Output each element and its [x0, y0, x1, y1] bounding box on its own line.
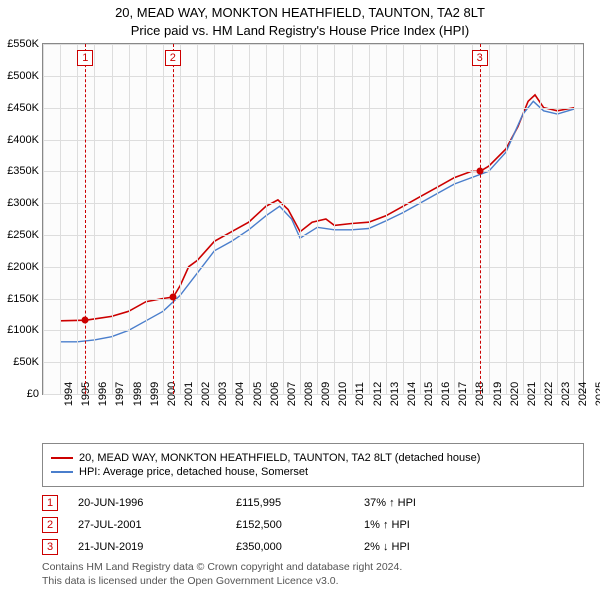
sale-event-price: £350,000 [236, 541, 356, 553]
gridline-v [557, 44, 558, 394]
gridline-v [180, 44, 181, 394]
y-tick-label: £0 [27, 388, 43, 400]
title-line1: 20, MEAD WAY, MONKTON HEATHFIELD, TAUNTO… [0, 4, 600, 22]
sale-event-row: 3 21-JUN-2019 £350,000 2% ↓ HPI [42, 539, 566, 555]
sale-event-date: 20-JUN-1996 [78, 497, 228, 509]
legend: 20, MEAD WAY, MONKTON HEATHFIELD, TAUNTO… [42, 443, 584, 487]
y-tick-label: £300K [7, 197, 43, 209]
gridline-v [60, 44, 61, 394]
legend-item-property: 20, MEAD WAY, MONKTON HEATHFIELD, TAUNTO… [51, 452, 575, 464]
gridline-v [454, 44, 455, 394]
gridline-v [420, 44, 421, 394]
gridline-v [129, 44, 130, 394]
gridline-h [43, 203, 583, 204]
footnote-line2: This data is licensed under the Open Gov… [42, 575, 592, 589]
x-tick-label: 2025 [574, 382, 600, 406]
footnote-line1: Contains HM Land Registry data © Crown c… [42, 561, 592, 575]
y-tick-label: £50K [13, 356, 43, 368]
gridline-h [43, 299, 583, 300]
gridline-v [506, 44, 507, 394]
gridline-v [334, 44, 335, 394]
sale-event-number: 1 [42, 495, 58, 511]
legend-swatch-hpi [51, 471, 73, 473]
gridline-v [489, 44, 490, 394]
chart-title: 20, MEAD WAY, MONKTON HEATHFIELD, TAUNTO… [0, 0, 600, 39]
gridline-h [43, 76, 583, 77]
y-tick-label: £250K [7, 229, 43, 241]
sale-events-table: 1 20-JUN-1996 £115,995 37% ↑ HPI 2 27-JUL-200… [42, 495, 566, 555]
gridline-v [112, 44, 113, 394]
gridline-v [266, 44, 267, 394]
gridline-h [43, 171, 583, 172]
sale-event-dot [82, 317, 89, 324]
y-tick-label: £450K [7, 102, 43, 114]
gridline-v [214, 44, 215, 394]
sale-event-number: 3 [42, 539, 58, 555]
legend-label-property: 20, MEAD WAY, MONKTON HEATHFIELD, TAUNTO… [79, 452, 480, 464]
gridline-v [77, 44, 78, 394]
gridline-h [43, 267, 583, 268]
sale-event-marker: 1 [77, 50, 93, 66]
legend-item-hpi: HPI: Average price, detached house, Some… [51, 466, 575, 478]
gridline-v [317, 44, 318, 394]
sale-event-price: £152,500 [236, 519, 356, 531]
sale-event-price: £115,995 [236, 497, 356, 509]
gridline-v [369, 44, 370, 394]
gridline-v [163, 44, 164, 394]
gridline-v [523, 44, 524, 394]
sale-event-line [480, 44, 481, 394]
y-tick-label: £100K [7, 324, 43, 336]
gridline-v [249, 44, 250, 394]
series-svg [43, 44, 583, 394]
gridline-v [403, 44, 404, 394]
gridline-v [574, 44, 575, 394]
y-tick-label: £150K [7, 293, 43, 305]
sale-event-number: 2 [42, 517, 58, 533]
chart-container: 20, MEAD WAY, MONKTON HEATHFIELD, TAUNTO… [0, 0, 600, 588]
gridline-v [283, 44, 284, 394]
legend-swatch-property [51, 457, 73, 459]
sale-event-marker: 3 [472, 50, 488, 66]
gridline-h [43, 235, 583, 236]
gridline-v [197, 44, 198, 394]
gridline-h [43, 44, 583, 45]
gridline-h [43, 108, 583, 109]
sale-event-line [173, 44, 174, 394]
gridline-v [540, 44, 541, 394]
gridline-v [94, 44, 95, 394]
sale-event-marker: 2 [165, 50, 181, 66]
gridline-h [43, 362, 583, 363]
sale-event-delta: 37% ↑ HPI [364, 497, 484, 509]
gridline-h [43, 140, 583, 141]
gridline-v [352, 44, 353, 394]
gridline-v [146, 44, 147, 394]
sale-event-line [85, 44, 86, 394]
sale-event-row: 2 27-JUL-2001 £152,500 1% ↑ HPI [42, 517, 566, 533]
sale-event-dot [169, 294, 176, 301]
title-line2: Price paid vs. HM Land Registry's House … [0, 22, 600, 40]
gridline-h [43, 330, 583, 331]
sale-event-date: 27-JUL-2001 [78, 519, 228, 531]
y-tick-label: £550K [7, 38, 43, 50]
sale-event-row: 1 20-JUN-1996 £115,995 37% ↑ HPI [42, 495, 566, 511]
gridline-v [232, 44, 233, 394]
y-tick-label: £500K [7, 70, 43, 82]
sale-event-dot [476, 168, 483, 175]
sale-event-delta: 1% ↑ HPI [364, 519, 484, 531]
footnote: Contains HM Land Registry data © Crown c… [42, 561, 592, 588]
y-tick-label: £200K [7, 261, 43, 273]
gridline-v [300, 44, 301, 394]
plot-area: £0£50K£100K£150K£200K£250K£300K£350K£400… [42, 43, 584, 395]
sale-event-date: 21-JUN-2019 [78, 541, 228, 553]
sale-event-delta: 2% ↓ HPI [364, 541, 484, 553]
gridline-v [386, 44, 387, 394]
gridline-v [437, 44, 438, 394]
y-tick-label: £350K [7, 165, 43, 177]
y-tick-label: £400K [7, 134, 43, 146]
legend-label-hpi: HPI: Average price, detached house, Some… [79, 466, 308, 478]
gridline-v [472, 44, 473, 394]
gridline-v [43, 44, 44, 394]
